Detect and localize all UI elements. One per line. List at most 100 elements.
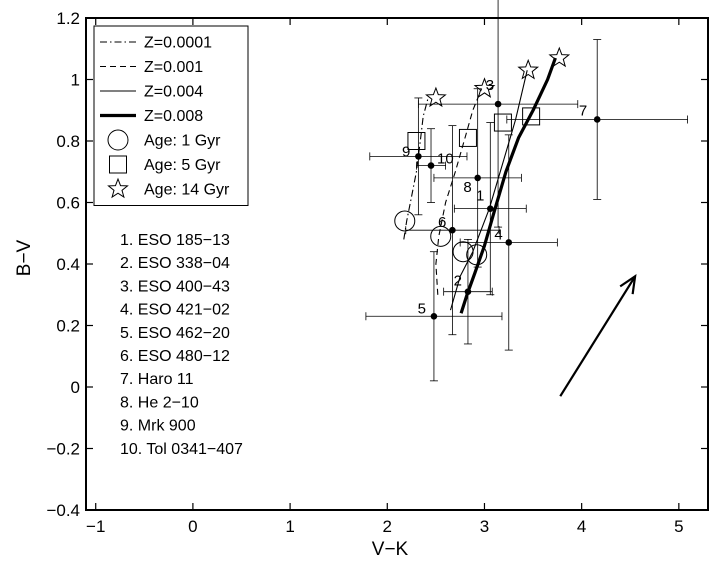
x-tick-label: −1 (86, 517, 105, 536)
legend-entry: Age: 1 Gyr (107, 129, 221, 151)
legend: Z=0.0001 Z=0.001 Z=0.004 Z=0.008 Age: 1 Gyr A… (93, 25, 249, 206)
age-marker-circle (466, 244, 488, 266)
y-tick-label: 0.6 (56, 194, 80, 213)
x-tick-label: 2 (383, 517, 392, 536)
galaxy-list-item: 1. ESO 185−13 (120, 232, 230, 249)
age-marker-circle (394, 210, 416, 232)
data-point (593, 116, 601, 123)
galaxy-point-10: 10 (416, 128, 454, 203)
galaxy-point-2: 2 (443, 238, 493, 345)
legend-marker-star (107, 177, 129, 199)
galaxy-list-item: 6. ESO 480−12 (120, 348, 230, 365)
point-label: 8 (463, 179, 471, 196)
legend-marker-circle (107, 129, 129, 151)
data-point (415, 153, 422, 160)
point-label: 6 (438, 214, 446, 231)
track-thin (449, 70, 528, 311)
data-point (464, 288, 472, 295)
axes: −1 0 1 2 3 4 5 −0.4 −0.2 0 0.2 0.4 0.6 0.8 1 1.2 (46, 9, 709, 536)
galaxy-point-8: 8 (433, 88, 522, 268)
legend-label: Z=0.0001 (144, 35, 212, 52)
galaxy-list-item: 3. ESO 400−43 (120, 278, 230, 295)
galaxy-list-item: 5. ESO 462−20 (120, 325, 230, 342)
age-marker-square (407, 132, 426, 150)
galaxy-point-7: 7 (506, 39, 688, 200)
data-point (430, 312, 438, 320)
x-tick-label: 5 (674, 517, 683, 536)
legend-label: Z=0.008 (144, 108, 203, 125)
galaxy-point-1: 1 (453, 122, 527, 296)
age-marker-square (522, 107, 541, 126)
galaxy-list-item: 7. Haro 11 (120, 371, 194, 388)
galaxy-list-item: 2. ESO 338−04 (120, 255, 230, 272)
legend-entry: Age: 5 Gyr (109, 155, 221, 174)
point-label: 9 (402, 143, 410, 160)
y-axis-label: B−V (14, 239, 35, 276)
legend-label: Z=0.004 (144, 84, 203, 101)
x-tick-label: 4 (577, 517, 586, 536)
galaxy-list-item: 4. ESO 421−02 (120, 302, 230, 319)
age-markers (394, 46, 571, 266)
legend-label: Age: 5 Gyr (144, 157, 221, 174)
data-point (505, 239, 513, 246)
vector-head (619, 274, 637, 295)
y-tick-label: 0.2 (56, 317, 80, 336)
galaxy-list-item: 10. Tol 0341−407 (120, 441, 243, 458)
y-tick-label: −0.4 (46, 501, 80, 520)
point-label: 3 (486, 77, 494, 94)
y-tick-label: 0.4 (56, 255, 80, 274)
galaxy-points: 1 2 3 4 5 6 7 8 9 10 (365, 0, 688, 382)
legend-entry: Z=0.008 (100, 108, 203, 125)
track-thick (459, 57, 557, 314)
point-label: 4 (494, 226, 502, 243)
age-marker-star (473, 77, 496, 98)
track-dashdot (403, 97, 429, 240)
legend-label: Age: 14 Gyr (144, 182, 230, 199)
galaxy-list: 1. ESO 185−13 2. ESO 338−04 3. ESO 400−43 4… (120, 232, 243, 458)
galaxy-list-item: 8. He 2−10 (120, 394, 199, 411)
reddening-vector (559, 274, 637, 397)
y-tick-label: 0.8 (56, 132, 80, 151)
data-point (474, 174, 481, 182)
y-tick-label: −0.2 (46, 440, 80, 459)
vector-line (559, 275, 637, 397)
age-marker-circle (452, 241, 474, 263)
age-marker-circle (430, 225, 452, 247)
track-dashed (435, 88, 483, 295)
y-tick-label: 1.2 (56, 9, 80, 28)
age-marker-star (517, 58, 540, 80)
age-marker-star (425, 86, 447, 108)
age-marker-square (493, 113, 512, 132)
x-tick-label: 3 (480, 517, 489, 536)
galaxy-point-4: 4 (459, 134, 558, 351)
point-label: 1 (476, 188, 484, 205)
y-tick-label: 0 (71, 378, 80, 397)
x-tick-label: 0 (188, 517, 197, 536)
legend-entry: Z=0.004 (100, 84, 203, 101)
galaxy-point-5: 5 (365, 251, 503, 382)
galaxy-list-item: 9. Mrk 900 (120, 418, 196, 435)
legend-marker-square (109, 155, 127, 174)
y-tick-label: 1 (71, 71, 80, 90)
galaxy-point-9: 9 (369, 97, 468, 216)
point-label: 2 (454, 273, 462, 290)
x-tick-label: 1 (285, 517, 294, 536)
legend-label: Z=0.001 (144, 59, 203, 76)
legend-label: Age: 1 Gyr (144, 133, 221, 150)
age-marker-star (548, 46, 571, 68)
legend-entry: Age: 14 Gyr (107, 177, 230, 199)
point-label: 7 (579, 102, 587, 119)
point-label: 5 (418, 300, 426, 317)
point-label: 10 (437, 151, 454, 168)
age-marker-square (458, 128, 477, 147)
x-axis-label: V−K (372, 539, 409, 560)
legend-entry: Z=0.0001 (100, 35, 212, 52)
data-point (494, 100, 502, 108)
data-point (427, 162, 435, 169)
legend-entry: Z=0.001 (100, 59, 203, 76)
galaxy-point-6: 6 (405, 125, 500, 336)
data-point (487, 205, 494, 212)
galaxy-point-3: 3 (417, 0, 579, 228)
data-point (449, 226, 456, 234)
